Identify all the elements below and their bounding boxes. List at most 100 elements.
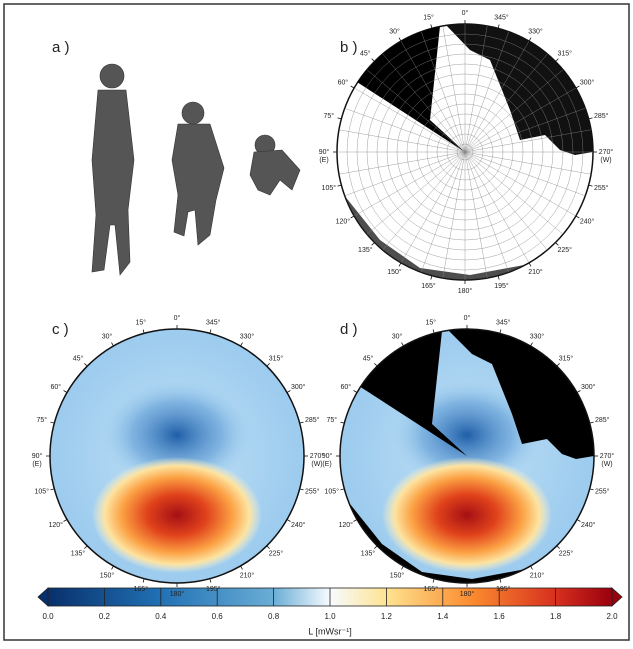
azimuth-label: 120° — [49, 521, 64, 529]
azimuth-label: 90° — [322, 452, 333, 460]
azimuth-tick — [433, 329, 434, 333]
azimuth-tick — [498, 24, 499, 28]
azimuth-label: 30° — [102, 332, 113, 340]
azimuth-tick — [556, 243, 559, 246]
azimuth-tick — [340, 422, 344, 423]
radiance-map — [50, 329, 304, 583]
colorbar-tick-label: 0.6 — [212, 612, 224, 621]
azimuth-tick — [531, 343, 533, 346]
azimuth-tick — [210, 329, 211, 333]
azimuth-tick — [354, 391, 357, 393]
azimuth-tick — [337, 185, 341, 186]
colorbar-tick-label: 1.2 — [381, 612, 393, 621]
azimuth-tick — [431, 276, 432, 280]
azimuth-label: 315° — [269, 354, 284, 362]
azimuth-label: 315° — [559, 354, 574, 362]
colorbar-tick-label: 0.2 — [99, 612, 111, 621]
colorbar-tick-label: 0.8 — [268, 612, 280, 621]
azimuth-label: 60° — [340, 383, 351, 391]
azimuth-tick — [354, 520, 357, 522]
azimuth-sublabel: (E) — [319, 157, 328, 164]
azimuth-label: 150° — [390, 571, 405, 579]
azimuth-label: 180° — [170, 590, 185, 598]
azimuth-label: 135° — [71, 549, 86, 557]
azimuth-tick — [84, 546, 87, 549]
colorbar-tick-label: 0.0 — [42, 612, 54, 621]
azimuth-label: 0° — [462, 9, 469, 17]
azimuth-label: 105° — [35, 488, 50, 496]
azimuth-label: 300° — [291, 383, 306, 391]
azimuth-label: 330° — [530, 332, 545, 340]
azimuth-label: 75° — [36, 416, 47, 424]
azimuth-tick — [112, 566, 114, 569]
azimuth-label: 240° — [291, 521, 306, 529]
azimuth-tick — [589, 185, 593, 186]
azimuth-label: 225° — [559, 549, 574, 557]
azimuth-tick — [300, 489, 304, 490]
azimuth-label: 345° — [496, 319, 511, 327]
azimuth-tick — [557, 546, 560, 549]
azimuth-label: 45° — [360, 50, 371, 58]
azimuth-tick — [576, 86, 579, 88]
azimuth-tick — [50, 422, 54, 423]
azimuth-label: 300° — [580, 78, 595, 86]
colorbar-tick-label: 2.0 — [606, 612, 618, 621]
azimuth-tick — [590, 422, 594, 423]
azimuth-tick — [402, 343, 404, 346]
azimuth-label: 45° — [363, 354, 374, 362]
azimuth-label: 270° — [599, 148, 614, 156]
colorbar-tick-label: 1.4 — [437, 612, 449, 621]
panel-label: a ) — [52, 39, 70, 56]
azimuth-tick — [372, 59, 375, 62]
azimuth-label: 345° — [494, 14, 509, 22]
azimuth-label: 150° — [100, 571, 115, 579]
azimuth-label: 180° — [460, 590, 475, 598]
azimuth-sublabel: (W) — [600, 157, 611, 164]
azimuth-label: 120° — [336, 217, 351, 225]
azimuth-label: 15° — [135, 319, 146, 327]
azimuth-label: 285° — [594, 112, 609, 120]
azimuth-label: 210° — [240, 571, 255, 579]
azimuth-label: 0° — [464, 314, 471, 322]
azimuth-tick — [577, 391, 580, 393]
azimuth-label: 240° — [581, 521, 596, 529]
azimuth-tick — [64, 391, 67, 393]
panel-label: d ) — [340, 321, 358, 338]
colorbar-tick-label: 1.0 — [324, 612, 336, 621]
azimuth-label: 255° — [305, 488, 320, 496]
azimuth-tick — [529, 263, 531, 266]
azimuth-label: 225° — [557, 246, 572, 254]
colorbar-tick-label: 0.4 — [155, 612, 167, 621]
radiance-map-masked — [340, 327, 594, 590]
azimuth-label: 225° — [269, 549, 284, 557]
azimuth-label: 255° — [595, 488, 610, 496]
azimuth-label: 105° — [322, 184, 337, 192]
azimuth-label: 15° — [425, 319, 436, 327]
azimuth-tick — [351, 216, 354, 218]
azimuth-label: 285° — [305, 416, 320, 424]
azimuth-label: 195° — [206, 585, 221, 593]
azimuth-sublabel: (W) — [311, 461, 322, 468]
panel-label: b ) — [340, 39, 358, 56]
azimuth-tick — [399, 263, 401, 266]
azimuth-tick — [287, 391, 290, 393]
azimuth-tick — [372, 243, 375, 246]
azimuth-tick — [374, 363, 377, 366]
azimuth-label: 270° — [600, 452, 615, 460]
colorbar-tick-label: 1.6 — [494, 612, 506, 621]
azimuth-tick — [143, 329, 144, 333]
azimuth-tick — [498, 276, 499, 280]
azimuth-tick — [300, 422, 304, 423]
azimuth-sublabel: (W) — [601, 461, 612, 468]
azimuth-label: 45° — [73, 354, 84, 362]
azimuth-tick — [50, 489, 54, 490]
azimuth-tick — [340, 489, 344, 490]
azimuth-label: 255° — [594, 184, 609, 192]
azimuth-label: 315° — [557, 50, 572, 58]
figure: a ) b ) c ) d ) L [mWsr⁻¹] 0°15°30°45°60… — [0, 0, 633, 644]
azimuth-tick — [351, 86, 354, 88]
azimuth-tick — [590, 489, 594, 490]
azimuth-label: 30° — [392, 332, 403, 340]
azimuth-label: 60° — [50, 383, 61, 391]
azimuth-tick — [64, 520, 67, 522]
